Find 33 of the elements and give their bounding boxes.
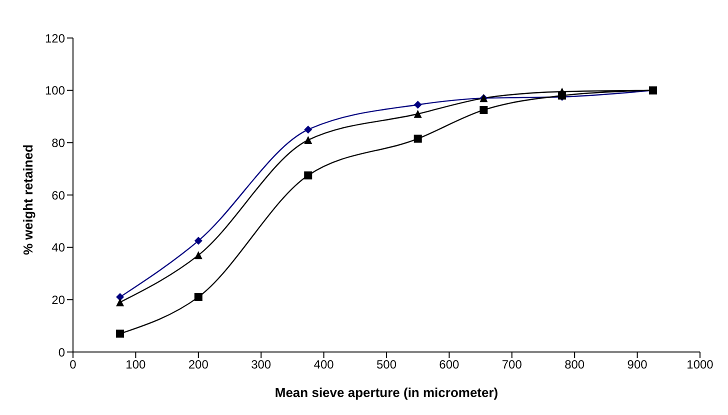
x-tick-label: 500 — [376, 358, 397, 372]
x-tick-label: 700 — [502, 358, 522, 372]
x-tick-label: 1000 — [686, 358, 714, 372]
x-tick-label: 800 — [564, 358, 585, 372]
y-tick-label: 40 — [52, 240, 66, 255]
x-tick-label: 100 — [126, 358, 146, 372]
y-axis-title: % weight retained — [20, 144, 36, 255]
y-tick-label: 60 — [52, 188, 66, 202]
y-tick-label: 0 — [58, 345, 66, 360]
point — [304, 126, 312, 134]
x-tick-label: 200 — [188, 358, 209, 372]
x-axis-title: Mean sieve aperture (in micrometer) — [274, 385, 498, 400]
point — [116, 330, 124, 338]
point — [414, 110, 422, 118]
point — [414, 100, 422, 109]
y-tick-label: 100 — [44, 84, 66, 98]
x-tick-label: 300 — [251, 358, 272, 372]
x-tick-label: 600 — [439, 358, 460, 372]
point — [414, 134, 422, 143]
y-tick-label: 20 — [52, 292, 66, 307]
x-tick-label: 900 — [627, 358, 648, 372]
x-tick-label: 400 — [314, 358, 334, 372]
x-tick-label: 0 — [70, 358, 77, 372]
point — [116, 298, 124, 306]
point — [304, 136, 312, 144]
point — [194, 251, 202, 260]
point — [480, 106, 488, 114]
point — [194, 236, 202, 245]
y-tick-label: 120 — [44, 31, 66, 46]
point — [194, 293, 202, 302]
point — [304, 171, 312, 180]
point — [116, 293, 124, 302]
y-tick-label: 80 — [52, 136, 66, 150]
